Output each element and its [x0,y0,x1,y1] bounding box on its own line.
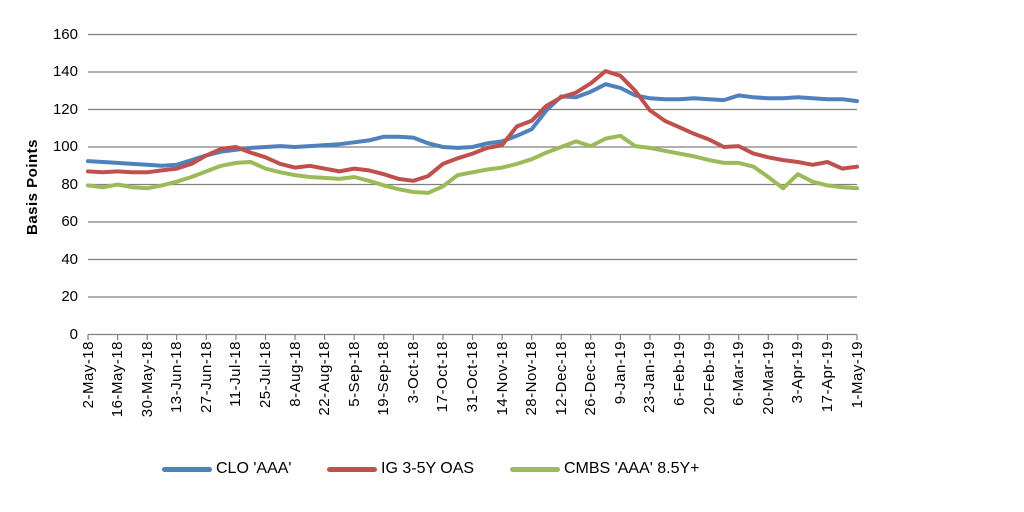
legend-label: CMBS 'AAA' 8.5Y+ [564,460,700,477]
y-tick-label: 40 [61,250,78,268]
y-tick-label: 100 [52,138,78,155]
y-tick-label: 80 [61,175,78,193]
x-tick-label: 28-Nov-18 [523,341,541,416]
legend-item-clo-aaa: CLO 'AAA' [162,458,291,480]
x-tick-label: 6-Feb-19 [671,341,689,406]
x-tick-label: 12-Dec-18 [552,341,570,416]
x-tick-label: 3-Oct-18 [404,341,422,404]
legend-label: IG 3-5Y OAS [381,460,475,477]
x-tick-label: 26-Dec-18 [582,341,600,416]
y-tick-label: 0 [69,325,78,343]
x-tick-label: 20-Feb-19 [700,341,718,415]
x-tick-label: 19-Sep-18 [375,341,393,416]
x-tick-label: 27-Jun-18 [197,341,215,414]
y-tick-label: 20 [61,288,78,305]
x-tick-label: 23-Jan-19 [641,341,659,414]
x-tick-label: 17-Apr-19 [818,341,836,413]
legend-swatch-cmbs-aaa-8-5y [510,466,560,472]
x-tick-label: 6-Mar-19 [730,341,748,406]
x-tick-label: 14-Nov-18 [493,341,511,416]
legend-label: CLO 'AAA' [216,460,292,477]
x-tick-label: 2-May-18 [79,341,97,409]
legend-swatch-ig-3-5y-oas [327,466,377,472]
y-tick-label: 60 [61,213,78,230]
legend-item-ig-3-5y-oas: IG 3-5Y OAS [327,458,474,480]
x-tick-label: 9-Jan-19 [611,341,629,405]
series-line-ig-3-5y-oas [86,69,859,183]
y-tick-label: 160 [52,25,78,43]
x-tick-label: 31-Oct-18 [464,341,481,413]
x-tick-label: 3-Apr-19 [789,341,807,404]
x-tick-label: 17-Oct-18 [434,341,452,413]
x-tick-label: 22-Aug-18 [316,341,334,416]
x-tick-label: 16-May-18 [109,341,127,418]
x-tick-label: 11-Jul-18 [227,341,245,407]
y-tick-label: 120 [52,100,78,118]
x-tick-label: 30-May-18 [138,341,156,418]
x-tick-label: 25-Jul-18 [256,341,274,409]
series-line-cmbs-aaa-8-5y [86,133,859,195]
x-tick-label: 20-Mar-19 [759,341,777,415]
x-tick-label: 5-Sep-18 [345,341,363,407]
y-tick-label: 140 [52,63,78,80]
x-tick-label: 8-Aug-18 [286,341,304,407]
x-tick-label: 1-May-19 [848,341,866,409]
legend-item-cmbs-aaa-8-5y: CMBS 'AAA' 8.5Y+ [510,458,700,480]
x-tick-label: 13-Jun-18 [168,341,186,414]
legend-swatch-clo-aaa [162,466,212,472]
